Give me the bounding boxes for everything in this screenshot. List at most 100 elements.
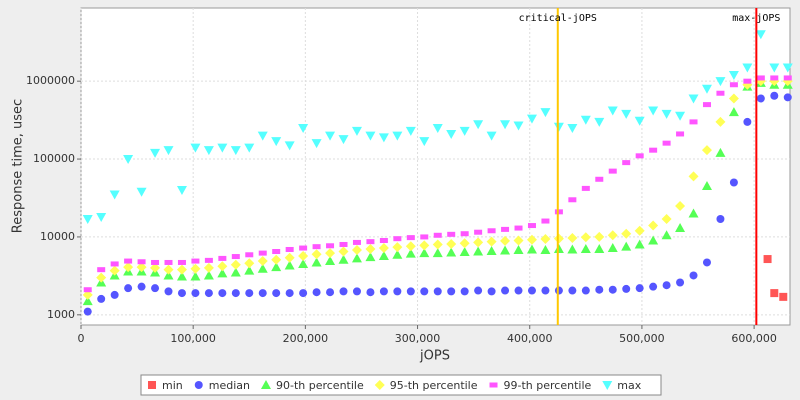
point xyxy=(446,129,457,139)
point xyxy=(217,143,228,153)
legend-swatch xyxy=(260,380,271,389)
point xyxy=(326,288,335,297)
point xyxy=(433,287,442,296)
point xyxy=(460,287,469,296)
point xyxy=(675,111,686,121)
point xyxy=(96,213,107,223)
legend-swatch xyxy=(489,382,498,388)
point xyxy=(473,120,484,130)
point xyxy=(607,243,618,253)
point xyxy=(191,258,200,264)
marker-label: critical-jOPS xyxy=(519,13,597,24)
point xyxy=(729,82,738,88)
point xyxy=(163,270,174,280)
point xyxy=(177,289,186,298)
point xyxy=(728,107,739,117)
point xyxy=(245,289,254,298)
point xyxy=(743,78,752,84)
point xyxy=(218,255,227,261)
point xyxy=(244,258,255,269)
point xyxy=(446,247,457,257)
point xyxy=(701,181,712,191)
point xyxy=(447,287,456,296)
point xyxy=(203,270,214,280)
point xyxy=(634,225,645,236)
point xyxy=(325,248,336,259)
point xyxy=(756,94,765,103)
point xyxy=(176,271,187,281)
y-tick-label: 1000 xyxy=(47,308,75,321)
point xyxy=(97,294,106,303)
point xyxy=(459,247,470,257)
point xyxy=(607,230,618,241)
point xyxy=(648,235,659,245)
point xyxy=(406,287,415,296)
point xyxy=(513,235,524,246)
point xyxy=(688,208,699,218)
point xyxy=(231,289,240,298)
point xyxy=(351,126,362,136)
y-tick-label: 1000000 xyxy=(26,74,75,87)
point xyxy=(272,249,281,255)
point xyxy=(447,231,456,237)
point xyxy=(635,284,644,293)
point xyxy=(272,289,281,298)
point xyxy=(526,234,537,245)
point xyxy=(204,257,213,263)
point xyxy=(123,262,134,273)
point xyxy=(433,232,442,238)
point xyxy=(392,242,403,253)
point xyxy=(218,289,227,298)
point xyxy=(501,286,510,295)
point xyxy=(527,286,536,295)
point xyxy=(486,131,497,141)
point xyxy=(526,244,537,254)
legend-label: 99-th percentile xyxy=(504,379,592,392)
point xyxy=(298,250,309,261)
point xyxy=(568,197,577,203)
point xyxy=(689,119,698,125)
point xyxy=(743,117,752,126)
point xyxy=(500,245,511,255)
point xyxy=(540,234,551,245)
point xyxy=(271,254,282,265)
point xyxy=(541,286,550,295)
point xyxy=(191,289,200,298)
point xyxy=(351,244,362,255)
point xyxy=(474,286,483,295)
point xyxy=(378,133,389,143)
point xyxy=(338,254,349,264)
point xyxy=(110,290,119,299)
point xyxy=(649,147,658,153)
point xyxy=(782,63,793,73)
point xyxy=(136,187,147,197)
point xyxy=(729,178,738,187)
legend-label: median xyxy=(209,379,250,392)
legend-label: 90-th percentile xyxy=(276,379,364,392)
point xyxy=(393,236,402,242)
point xyxy=(150,262,161,273)
point xyxy=(164,287,173,296)
point xyxy=(648,220,659,231)
point xyxy=(82,296,93,306)
point xyxy=(285,289,294,298)
point xyxy=(365,243,376,254)
point xyxy=(392,131,403,141)
point xyxy=(258,250,267,256)
point xyxy=(298,258,309,268)
point xyxy=(271,137,282,147)
point xyxy=(352,239,361,245)
point xyxy=(567,124,578,134)
point xyxy=(284,252,295,263)
point xyxy=(621,241,632,251)
point xyxy=(581,286,590,295)
legend-label: min xyxy=(162,379,183,392)
point xyxy=(580,243,591,253)
point xyxy=(366,239,375,245)
point xyxy=(419,240,430,251)
point xyxy=(715,77,726,87)
point xyxy=(217,261,228,272)
point xyxy=(299,289,308,298)
point xyxy=(97,267,106,273)
